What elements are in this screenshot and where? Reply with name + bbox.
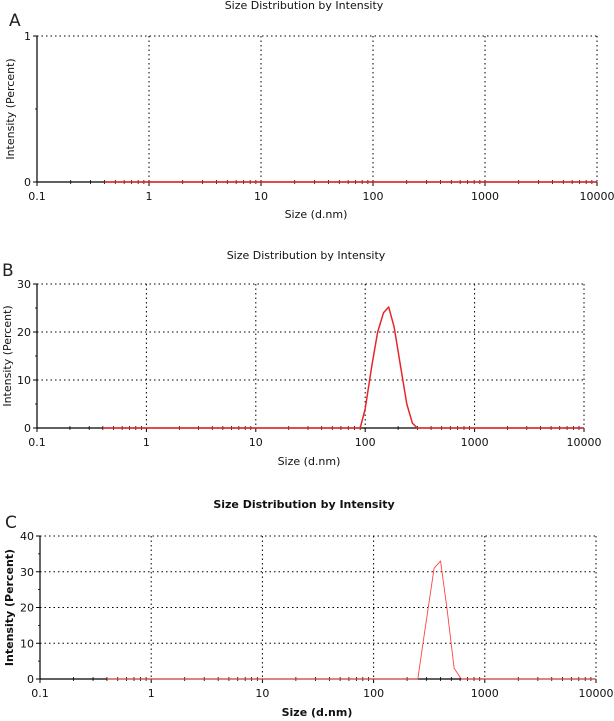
chart-title: Size Distribution by Intensity — [213, 498, 394, 511]
panel-letter: B — [2, 261, 14, 281]
y-tick-label: 10 — [20, 637, 34, 650]
x-tick-label: 0.1 — [28, 436, 46, 449]
chart-title: Size Distribution by Intensity — [225, 0, 384, 12]
series-line — [106, 560, 596, 680]
x-tick-label: 10 — [255, 687, 269, 700]
y-tick-label: 10 — [17, 374, 31, 387]
x-tick-label: 0.1 — [31, 687, 49, 700]
x-tick-label: 1 — [146, 190, 153, 203]
y-axis-label: Intensity (Percent) — [3, 549, 16, 666]
x-tick-label: 100 — [363, 190, 384, 203]
y-tick-label: 1 — [24, 30, 31, 43]
y-axis-label: Intensity (Percent) — [4, 58, 17, 159]
x-tick-label: 10000 — [579, 687, 614, 700]
y-tick-label: 30 — [17, 278, 31, 291]
y-tick-label: 20 — [20, 602, 34, 615]
x-tick-label: 1 — [148, 687, 155, 700]
x-tick-label: 10 — [249, 436, 263, 449]
x-axis-label: Size (d.nm) — [278, 455, 341, 468]
series-line — [102, 306, 584, 429]
x-tick-label: 1000 — [461, 436, 489, 449]
x-tick-label: 100 — [355, 436, 376, 449]
panel-letter: A — [9, 11, 21, 31]
y-axis-label: Intensity (Percent) — [1, 305, 14, 406]
x-tick-label: 100 — [363, 687, 384, 700]
x-tick-label: 1000 — [471, 190, 499, 203]
x-tick-label: 10000 — [580, 190, 614, 203]
y-tick-label: 30 — [20, 566, 34, 579]
y-tick-label: 40 — [20, 530, 34, 543]
chart-title: Size Distribution by Intensity — [227, 249, 386, 262]
x-tick-label: 1 — [143, 436, 150, 449]
panel-letter: C — [5, 513, 17, 533]
y-tick-label: 0 — [24, 422, 31, 435]
y-tick-label: 0 — [24, 176, 31, 189]
y-tick-label: 20 — [17, 326, 31, 339]
x-tick-label: 10000 — [567, 436, 602, 449]
x-tick-label: 10 — [254, 190, 268, 203]
x-tick-label: 0.1 — [28, 190, 46, 203]
x-axis-label: Size (d.nm) — [285, 208, 348, 221]
y-tick-label: 0 — [27, 673, 34, 686]
x-axis-label: Size (d.nm) — [282, 706, 353, 719]
x-tick-label: 1000 — [471, 687, 499, 700]
